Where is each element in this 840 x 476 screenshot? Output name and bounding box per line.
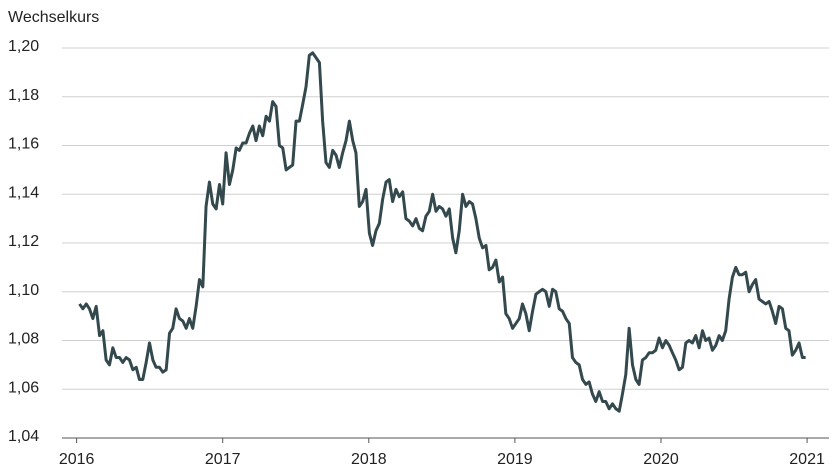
y-tick-label: 1,04 xyxy=(8,428,39,445)
x-tick-label: 2016 xyxy=(59,451,95,468)
y-tick-label: 1,16 xyxy=(8,136,39,153)
y-tick-label: 1,06 xyxy=(8,379,39,396)
y-tick-label: 1,12 xyxy=(8,233,39,250)
x-tick-label: 2021 xyxy=(789,451,825,468)
x-tick-label: 2019 xyxy=(497,451,533,468)
y-tick-label: 1,14 xyxy=(8,184,39,201)
x-tick-label: 2020 xyxy=(643,451,679,468)
line-series xyxy=(78,51,806,413)
chart-title: Wechselkurs xyxy=(8,9,99,26)
y-tick-label: 1,20 xyxy=(8,38,39,55)
y-tick-label: 1,10 xyxy=(8,282,39,299)
x-tick-label: 2017 xyxy=(205,451,241,468)
y-tick-label: 1,08 xyxy=(8,331,39,348)
y-tick-label: 1,18 xyxy=(8,87,39,104)
x-tick-label: 2018 xyxy=(351,451,387,468)
